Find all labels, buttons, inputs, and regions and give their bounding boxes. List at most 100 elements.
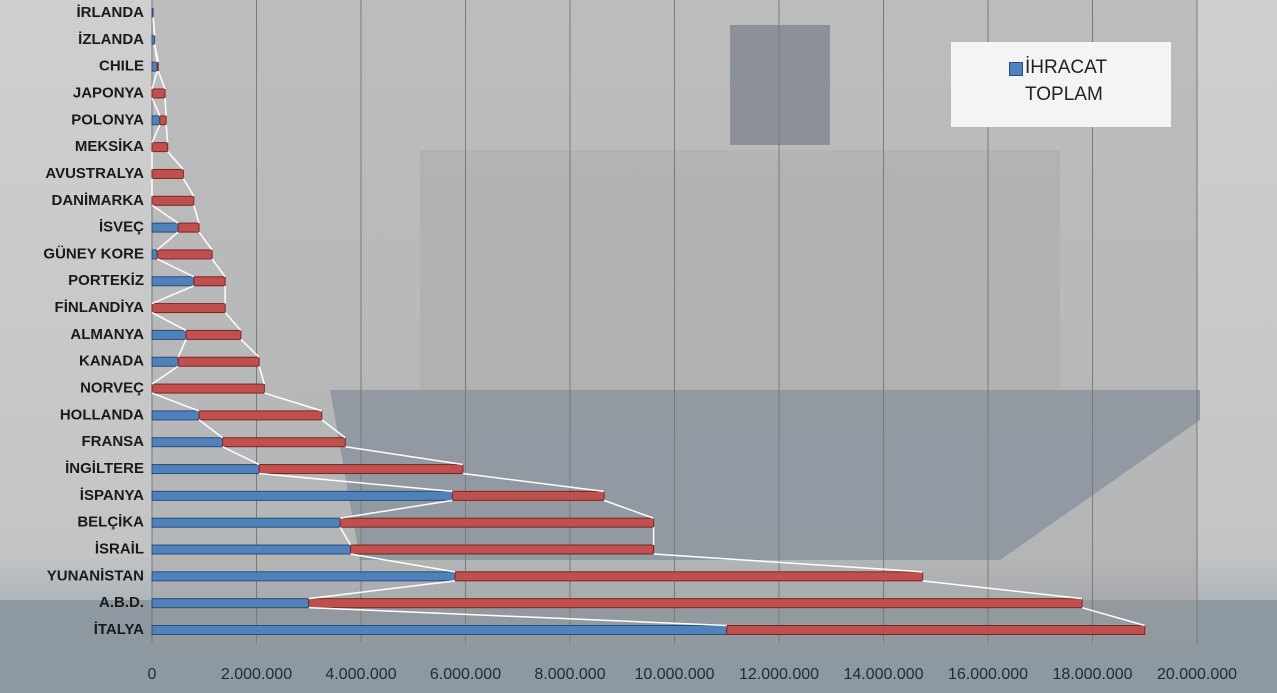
bar-segment bbox=[151, 34, 156, 45]
series-line bbox=[240, 338, 260, 358]
series-line bbox=[321, 419, 346, 439]
series-line bbox=[339, 526, 352, 546]
series-line bbox=[222, 446, 260, 466]
series-line bbox=[151, 285, 195, 305]
y-tick-label: AVUSTRALYA bbox=[45, 165, 144, 182]
y-tick-label: KANADA bbox=[79, 353, 144, 370]
series-line bbox=[258, 366, 266, 385]
y-tick-label: NORVEÇ bbox=[80, 380, 144, 397]
bar-segment bbox=[151, 195, 195, 206]
y-tick-label: A.B.D. bbox=[99, 594, 144, 611]
ship-deck bbox=[420, 150, 1060, 390]
series-line bbox=[151, 365, 179, 385]
bar-segment bbox=[193, 276, 226, 287]
x-tick-label: 2.000.000 bbox=[221, 666, 292, 683]
series-line bbox=[153, 44, 160, 63]
series-line bbox=[1081, 606, 1145, 627]
series-line bbox=[922, 580, 1083, 600]
bar-segment bbox=[151, 61, 158, 72]
ship-hull bbox=[330, 390, 1200, 560]
series-line bbox=[165, 124, 169, 143]
legend: İHRACAT TOPLAM bbox=[951, 42, 1171, 127]
bar-segment bbox=[454, 571, 924, 582]
series-line bbox=[339, 499, 453, 519]
x-tick-label: 10.000.000 bbox=[634, 666, 714, 683]
bar-segment bbox=[151, 276, 195, 287]
bar-segment bbox=[151, 249, 158, 260]
ship-funnel bbox=[730, 25, 830, 145]
series-line bbox=[264, 392, 323, 412]
series-line bbox=[193, 205, 200, 224]
series-line bbox=[156, 258, 195, 278]
bar-segment bbox=[151, 222, 179, 233]
x-tick-label: 6.000.000 bbox=[430, 666, 501, 683]
bar-segment bbox=[151, 571, 456, 582]
y-tick-label: İNGİLTERE bbox=[65, 460, 144, 477]
series-line bbox=[151, 124, 161, 143]
bar-segment bbox=[151, 598, 310, 609]
y-tick-label: CHILE bbox=[99, 58, 144, 75]
x-tick-label: 14.000.000 bbox=[843, 666, 923, 683]
bar-segment bbox=[151, 383, 265, 394]
y-tick-label: İRLANDA bbox=[77, 4, 145, 21]
y-tick-label: İSRAİL bbox=[95, 540, 144, 557]
y-tick-label: ALMANYA bbox=[70, 326, 144, 343]
series-line bbox=[603, 499, 654, 519]
series-line bbox=[345, 445, 463, 466]
y-tick-label: FRANSA bbox=[82, 433, 145, 450]
series-line bbox=[198, 419, 223, 439]
legend-swatch bbox=[1009, 62, 1023, 76]
x-tick-label: 20.000.000 bbox=[1157, 666, 1237, 683]
y-tick-label: İSVEÇ bbox=[99, 219, 144, 236]
y-tick-label: YUNANİSTAN bbox=[47, 567, 144, 584]
bar-segment bbox=[177, 222, 200, 233]
bar-segment bbox=[151, 625, 728, 635]
bar-segment bbox=[350, 544, 655, 555]
series-line bbox=[164, 97, 167, 116]
series-line bbox=[177, 339, 187, 358]
series-line bbox=[152, 17, 156, 36]
y-tick-label: İTALYA bbox=[94, 621, 144, 638]
bar-segment bbox=[308, 598, 1083, 609]
y-tick-label: HOLLANDA bbox=[60, 406, 144, 423]
bar-segment bbox=[151, 8, 154, 18]
y-tick-label: BELÇİKA bbox=[77, 514, 144, 531]
sea bbox=[0, 600, 1277, 693]
bar-segment bbox=[151, 303, 226, 314]
bar-segment bbox=[151, 329, 187, 340]
bar-segment bbox=[151, 410, 200, 421]
bar-segment bbox=[156, 61, 159, 72]
bar-segment bbox=[156, 249, 213, 260]
series-line bbox=[167, 151, 184, 170]
series-line bbox=[151, 204, 179, 224]
y-tick-label: FİNLANDİYA bbox=[55, 299, 145, 316]
bar-segment bbox=[451, 490, 605, 501]
series-line bbox=[151, 97, 161, 117]
bar-segment bbox=[258, 464, 464, 475]
series-line bbox=[308, 606, 727, 627]
series-line bbox=[156, 231, 179, 251]
series-line bbox=[350, 553, 456, 573]
series-line bbox=[259, 472, 453, 493]
bar-segment bbox=[177, 356, 260, 367]
bar-segment bbox=[151, 115, 161, 126]
bar-segment bbox=[159, 115, 167, 126]
y-tick-label: İSPANYA bbox=[80, 487, 144, 504]
series-line bbox=[182, 178, 195, 197]
series-line bbox=[151, 392, 200, 412]
x-tick-label: 0 bbox=[148, 666, 157, 683]
series-line bbox=[151, 311, 187, 332]
series-line bbox=[224, 312, 242, 331]
bar-segment bbox=[151, 168, 184, 179]
series-line bbox=[198, 231, 213, 251]
series-line bbox=[653, 553, 923, 573]
y-tick-label: POLONYA bbox=[71, 111, 144, 128]
series-line bbox=[308, 580, 456, 600]
y-tick-label: GÜNEY KORE bbox=[43, 245, 144, 262]
bar-segment bbox=[151, 464, 260, 475]
series-line bbox=[151, 70, 158, 90]
y-tick-label: JAPONYA bbox=[73, 84, 144, 101]
bar-segment bbox=[151, 437, 224, 448]
x-tick-label: 12.000.000 bbox=[739, 666, 819, 683]
